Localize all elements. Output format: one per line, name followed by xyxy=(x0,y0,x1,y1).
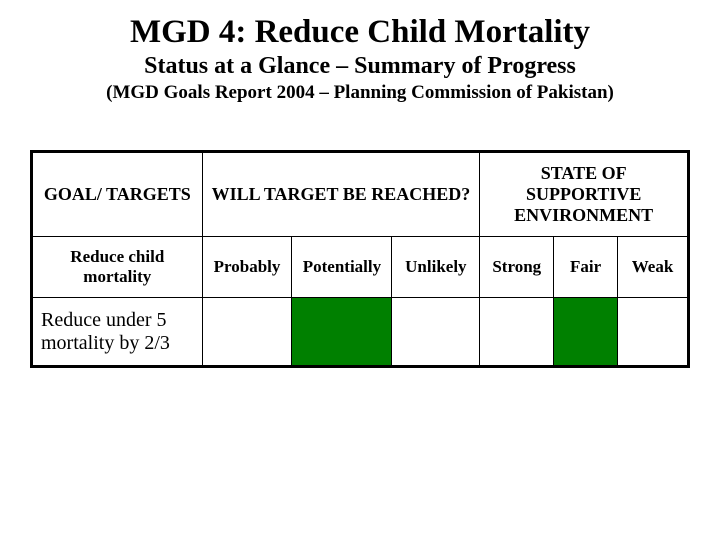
header-goal-targets: GOAL/ TARGETS xyxy=(33,153,203,237)
progress-table: GOAL/ TARGETS WILL TARGET BE REACHED? ST… xyxy=(30,150,690,368)
header-will-target: WILL TARGET BE REACHED? xyxy=(202,153,480,237)
subheader-potentially: Potentially xyxy=(292,237,392,298)
subheader-unlikely: Unlikely xyxy=(392,237,480,298)
subheader-goal-label: Reduce child mortality xyxy=(33,237,203,298)
subheader-weak: Weak xyxy=(618,237,688,298)
subheader-probably: Probably xyxy=(202,237,292,298)
page-title: MGD 4: Reduce Child Mortality xyxy=(30,14,690,51)
cell-fair xyxy=(554,298,618,366)
cell-unlikely xyxy=(392,298,480,366)
cell-weak xyxy=(618,298,688,366)
cell-potentially xyxy=(292,298,392,366)
header-supportive-env: STATE OF SUPPORTIVE ENVIRONMENT xyxy=(480,153,688,237)
table-subheader-row: Reduce child mortality Probably Potentia… xyxy=(33,237,688,298)
cell-strong xyxy=(480,298,554,366)
cell-fill xyxy=(392,298,479,365)
page-subsubtitle: (MGD Goals Report 2004 – Planning Commis… xyxy=(30,82,690,104)
cell-fill xyxy=(480,298,553,365)
cell-probably xyxy=(202,298,292,366)
subheader-strong: Strong xyxy=(480,237,554,298)
cell-fill xyxy=(618,298,687,365)
table-header-row: GOAL/ TARGETS WILL TARGET BE REACHED? ST… xyxy=(33,153,688,237)
cell-fill xyxy=(554,298,617,365)
cell-fill xyxy=(203,298,292,365)
table-row: Reduce under 5 mortality by 2/3 xyxy=(33,298,688,366)
page-subtitle: Status at a Glance – Summary of Progress xyxy=(30,53,690,80)
cell-fill xyxy=(292,298,391,365)
subheader-fair: Fair xyxy=(554,237,618,298)
row-label: Reduce under 5 mortality by 2/3 xyxy=(33,298,203,366)
